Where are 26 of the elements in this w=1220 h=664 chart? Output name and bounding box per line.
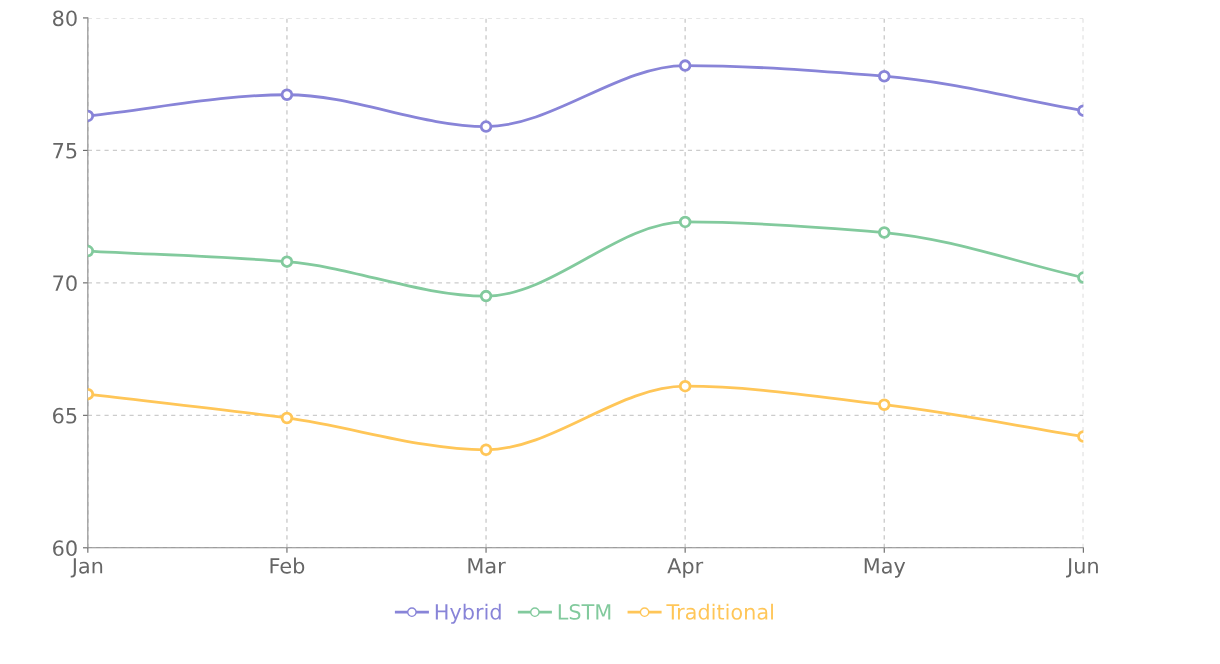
point bbox=[678, 215, 692, 229]
point bbox=[678, 59, 692, 72]
point bbox=[878, 398, 891, 411]
point bbox=[479, 289, 493, 303]
x-tick-label: Apr bbox=[667, 558, 704, 578]
y-tick-label: 75 bbox=[53, 143, 77, 159]
x-tick-label: Jan bbox=[70, 558, 103, 578]
legend-label: LSTM bbox=[558, 604, 611, 620]
point bbox=[280, 411, 294, 425]
legend-label: Traditional bbox=[666, 603, 773, 620]
point bbox=[280, 88, 294, 102]
point bbox=[678, 379, 692, 393]
x-tick-label: Feb bbox=[270, 557, 305, 574]
y-tick-label: 60 bbox=[53, 540, 77, 557]
point bbox=[878, 69, 891, 83]
x-tick-label: Jun bbox=[1066, 558, 1098, 578]
point bbox=[479, 443, 493, 457]
x-tick-label: May bbox=[864, 558, 906, 578]
legend-label: Hybrid bbox=[435, 603, 501, 624]
y-tick-label: 65 bbox=[53, 407, 77, 424]
point bbox=[878, 226, 891, 239]
y-tick-label: 70 bbox=[53, 275, 77, 292]
point bbox=[280, 255, 294, 268]
point bbox=[479, 120, 493, 133]
y-tick-label: 80 bbox=[53, 10, 77, 27]
x-tick-label: Mar bbox=[468, 558, 506, 574]
